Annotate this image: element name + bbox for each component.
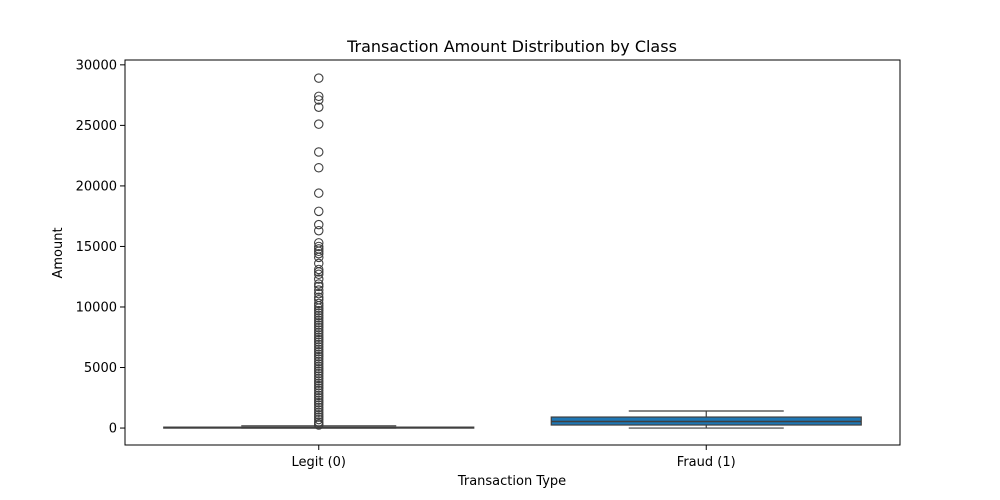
outlier-point [313,95,324,105]
outlier-point [313,378,324,389]
outlier-point [313,342,324,352]
outlier-point [313,373,324,384]
outlier-point [313,349,324,359]
outlier-point [313,330,324,340]
outlier-point [313,305,324,316]
outlier-point [313,383,324,393]
outlier-point [313,269,324,280]
outlier-point [313,361,324,372]
outlier-point [313,102,324,112]
box-series [163,73,862,430]
outlier-point [313,308,324,318]
outlier-point [313,344,324,355]
outlier-point [313,313,324,323]
outlier-point [313,332,324,342]
outlier-point [313,405,324,415]
outlier-point [313,188,324,198]
outlier-point [313,402,324,413]
box-fraud [550,410,862,429]
x-tick-label: Fraud (1) [677,455,736,470]
outlier-point [313,371,324,381]
outlier-point [313,327,324,338]
outlier-point [313,388,324,398]
y-axis: 0 5000 10000 15000 20000 25000 30000 [76,58,125,437]
outlier-point [313,241,324,252]
outlier-point [313,393,324,403]
outlier-point [313,395,324,405]
outlier-point [313,147,324,157]
outlier-point [313,368,324,379]
y-tick-label: 30000 [76,58,117,73]
x-axis: Legit (0) Fraud (1) [291,445,736,470]
y-tick-label: 0 [109,422,117,437]
outlier-point [313,285,324,295]
outlier-point [313,320,324,330]
x-axis-label: Transaction Type [457,474,566,489]
outlier-point [313,298,324,309]
box-legit [163,73,475,430]
outlier-point [313,274,324,284]
chart-title: Transaction Amount Distribution by Class [346,37,677,56]
y-tick-label: 25000 [76,119,117,134]
y-tick-label: 10000 [76,300,117,315]
outlier-point [313,420,324,430]
outlier-point [313,288,324,299]
outlier-point [313,267,324,277]
outlier-point [313,380,324,391]
outlier-point [313,400,324,410]
outlier-point [313,252,324,263]
y-tick-label: 15000 [76,240,117,255]
outlier-point [313,322,324,333]
outlier-point [313,409,324,420]
outlier-point [313,163,324,173]
outlier-point [313,315,324,326]
outlier-point [313,414,324,425]
outlier-point [313,73,324,83]
outlier-point [313,281,324,292]
outlier-point [313,347,324,357]
outlier-point [313,325,324,335]
outlier-point [313,351,324,362]
outlier-point [313,248,324,259]
outlier-point [313,339,324,350]
outlier-point [313,246,324,257]
outlier-point [313,359,324,369]
outlier-point [313,390,324,401]
x-tick-label: Legit (0) [291,455,346,470]
outlier-point [313,397,324,408]
y-axis-label: Amount [51,227,66,278]
outlier-point [313,91,324,102]
outlier-point [313,206,324,217]
outlier-point [313,301,324,311]
outlier-point [313,303,324,313]
y-tick-label: 5000 [84,361,117,376]
outlier-point [313,225,324,236]
outlier-point [313,337,324,347]
outlier-point [313,119,324,129]
outlier-point [313,356,324,367]
outlier-point [313,354,324,364]
outlier-point [313,317,324,328]
outlier-point [313,385,324,396]
outlier-point [313,376,324,386]
outlier-point [313,264,324,275]
outlier-point [313,363,324,374]
y-tick-label: 20000 [76,179,117,194]
outlier-point [313,279,324,289]
outlier-point [313,407,324,418]
outlier-point [313,366,324,376]
outlier-point [313,310,324,321]
plot-area [124,59,901,446]
outlier-point [313,334,324,345]
outlier-point [313,219,324,230]
